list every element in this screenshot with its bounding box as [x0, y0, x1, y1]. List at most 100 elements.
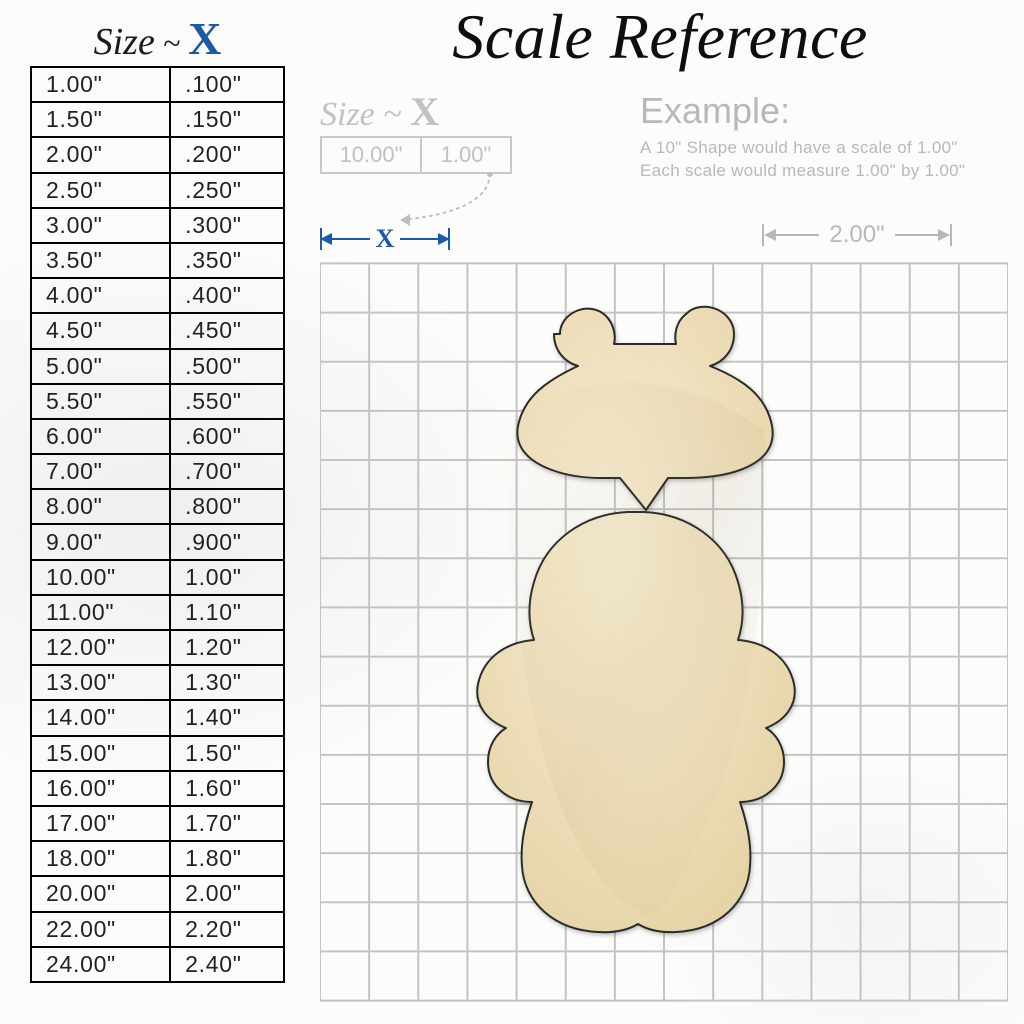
table-cell: 1.00" [170, 560, 284, 595]
table-row: 10.00"1.00" [31, 560, 284, 595]
two-inch-label: 2.00" [819, 221, 894, 249]
table-row: 20.00"2.00" [31, 876, 284, 911]
table-cell: .350" [170, 243, 284, 278]
table-cell: 1.30" [170, 665, 284, 700]
table-row: 22.00"2.20" [31, 912, 284, 947]
table-cell: 13.00" [31, 665, 170, 700]
table-row: 3.50".350" [31, 243, 284, 278]
table-row: 8.00".800" [31, 489, 284, 524]
table-row: 4.50".450" [31, 313, 284, 348]
table-cell: 2.00" [170, 876, 284, 911]
table-row: 15.00"1.50" [31, 736, 284, 771]
table-row: 12.00"1.20" [31, 630, 284, 665]
table-row: 11.00"1.10" [31, 595, 284, 630]
example-line1: A 10" Shape would have a scale of 1.00" [640, 136, 1010, 159]
table-cell: 1.80" [170, 841, 284, 876]
table-cell: .900" [170, 524, 284, 559]
table-cell: 1.00" [31, 67, 170, 102]
table-row: 16.00"1.60" [31, 771, 284, 806]
table-row: 7.00".700" [31, 454, 284, 489]
size-dash: ~ [159, 25, 184, 61]
table-cell: .500" [170, 349, 284, 384]
table-cell: .250" [170, 173, 284, 208]
size-label: Size [94, 21, 155, 63]
table-cell: .550" [170, 384, 284, 419]
table-cell: .800" [170, 489, 284, 524]
mini-cell-size: 10.00" [320, 136, 420, 174]
table-row: 3.00".300" [31, 208, 284, 243]
x-marker-label: X [370, 224, 401, 254]
table-row: 1.00".100" [31, 67, 284, 102]
table-cell: 2.20" [170, 912, 284, 947]
table-cell: 1.60" [170, 771, 284, 806]
table-row: 2.00".200" [31, 137, 284, 172]
page-title: Scale Reference [310, 0, 1010, 74]
table-cell: 3.50" [31, 243, 170, 278]
table-cell: 6.00" [31, 419, 170, 454]
table-cell: 8.00" [31, 489, 170, 524]
size-x: X [188, 13, 221, 64]
table-row: 9.00".900" [31, 524, 284, 559]
table-cell: .300" [170, 208, 284, 243]
mini-size-label: Size [320, 96, 375, 133]
table-row: 17.00"1.70" [31, 806, 284, 841]
table-cell: 2.50" [31, 173, 170, 208]
table-cell: 1.70" [170, 806, 284, 841]
table-cell: 16.00" [31, 771, 170, 806]
x-dimension-marker: X [320, 222, 450, 256]
table-cell: 2.00" [31, 137, 170, 172]
table-cell: 22.00" [31, 912, 170, 947]
table-cell: 1.50" [31, 102, 170, 137]
example-text: Example: A 10" Shape would have a scale … [640, 90, 1010, 182]
table-cell: 14.00" [31, 700, 170, 735]
table-cell: 4.50" [31, 313, 170, 348]
table-cell: 20.00" [31, 876, 170, 911]
wood-cutout-shape [444, 300, 824, 940]
mini-cell-x: 1.00" [420, 136, 512, 174]
table-cell: .100" [170, 67, 284, 102]
dotted-connector [380, 172, 510, 228]
table-cell: .450" [170, 313, 284, 348]
table-row: 5.50".550" [31, 384, 284, 419]
mini-size-cells: 10.00" 1.00" [320, 136, 512, 174]
table-cell: 18.00" [31, 841, 170, 876]
table-cell: 24.00" [31, 947, 170, 982]
table-row: 4.00".400" [31, 278, 284, 313]
table-cell: .600" [170, 419, 284, 454]
table-row: 18.00"1.80" [31, 841, 284, 876]
table-cell: 17.00" [31, 806, 170, 841]
table-cell: 11.00" [31, 595, 170, 630]
table-row: 6.00".600" [31, 419, 284, 454]
table-cell: 1.20" [170, 630, 284, 665]
size-table: 1.00".100"1.50".150"2.00".200"2.50".250"… [30, 66, 285, 983]
table-cell: 10.00" [31, 560, 170, 595]
table-cell: 7.00" [31, 454, 170, 489]
mini-size-header: Size ~ X [320, 88, 439, 135]
table-cell: 4.00" [31, 278, 170, 313]
table-cell: 5.50" [31, 384, 170, 419]
table-cell: 1.10" [170, 595, 284, 630]
table-row: 13.00"1.30" [31, 665, 284, 700]
mini-size-x: X [410, 89, 439, 134]
table-row: 5.00".500" [31, 349, 284, 384]
table-cell: 3.00" [31, 208, 170, 243]
table-cell: .400" [170, 278, 284, 313]
table-cell: .150" [170, 102, 284, 137]
example-heading: Example: [640, 90, 1010, 132]
table-row: 14.00"1.40" [31, 700, 284, 735]
table-row: 24.00"2.40" [31, 947, 284, 982]
table-row: 2.50".250" [31, 173, 284, 208]
table-cell: .200" [170, 137, 284, 172]
table-cell: 9.00" [31, 524, 170, 559]
size-table-header: Size ~ X [30, 12, 285, 65]
example-line2: Each scale would measure 1.00" by 1.00" [640, 159, 1010, 182]
table-row: 1.50".150" [31, 102, 284, 137]
mini-size-dash: ~ [383, 96, 401, 133]
table-cell: 5.00" [31, 349, 170, 384]
table-cell: 1.40" [170, 700, 284, 735]
table-cell: 12.00" [31, 630, 170, 665]
table-cell: 15.00" [31, 736, 170, 771]
table-cell: 2.40" [170, 947, 284, 982]
table-cell: 1.50" [170, 736, 284, 771]
table-cell: .700" [170, 454, 284, 489]
